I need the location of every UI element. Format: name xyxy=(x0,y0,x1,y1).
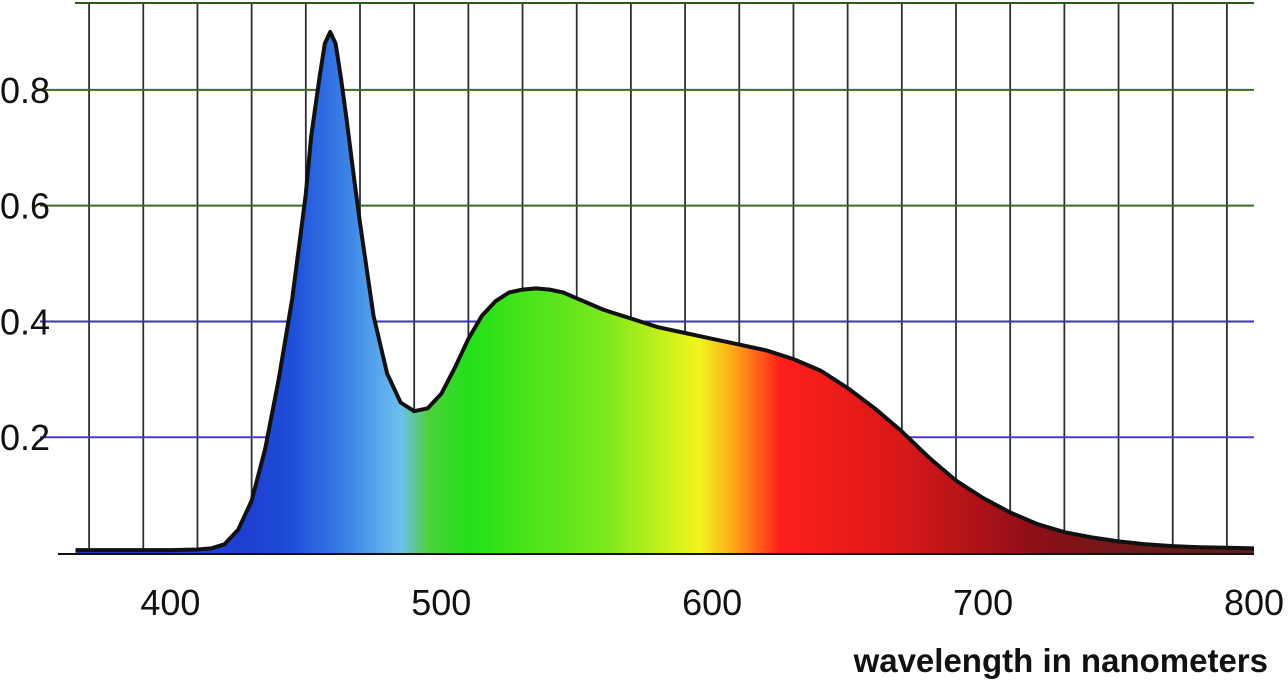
x-tick-label: 700 xyxy=(953,582,1013,623)
y-tick-label: 0.8 xyxy=(0,70,50,111)
x-tick-label: 600 xyxy=(682,582,742,623)
y-tick-label: 0.4 xyxy=(0,301,50,342)
y-axis: 0.2 0.4 0.6 0.8 xyxy=(0,70,50,458)
x-axis-title: wavelength in nanometers xyxy=(853,642,1268,679)
x-tick-label: 400 xyxy=(140,582,200,623)
x-tick-label: 800 xyxy=(1224,582,1284,623)
y-tick-label: 0.6 xyxy=(0,186,50,227)
x-tick-label: 500 xyxy=(411,582,471,623)
spectrum-area xyxy=(75,32,1254,553)
y-tick-label: 0.2 xyxy=(0,417,50,458)
x-axis: 400 500 600 700 800 xyxy=(58,553,1284,623)
spectrum-line xyxy=(75,30,1255,553)
